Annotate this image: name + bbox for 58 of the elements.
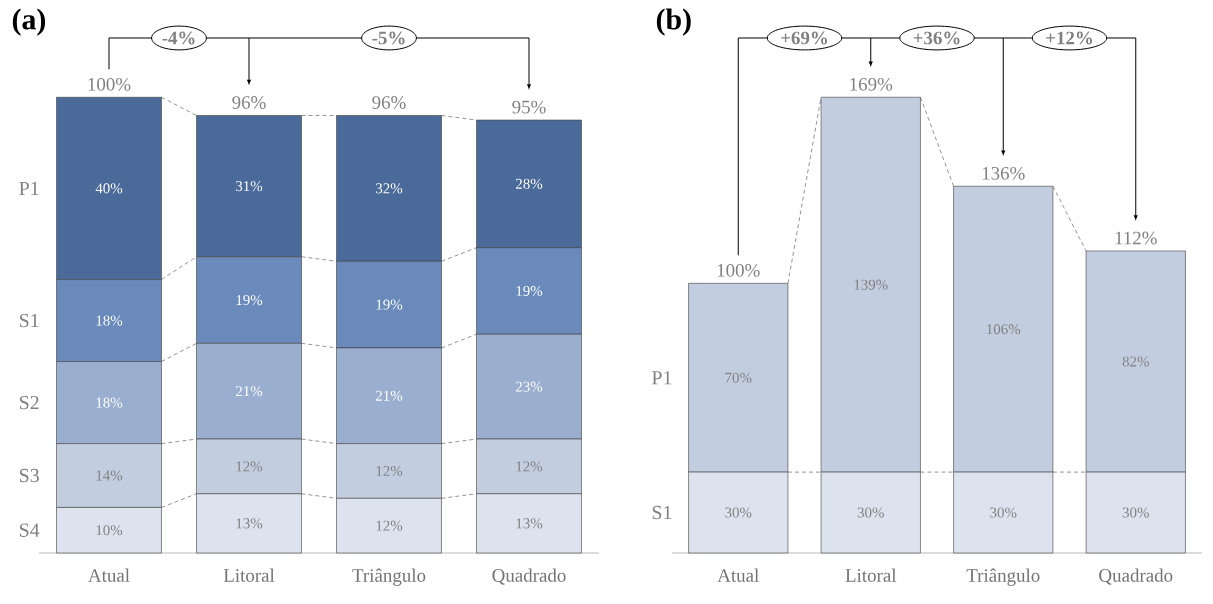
chart-title: (b) bbox=[656, 8, 691, 36]
chart-title: (a) bbox=[12, 8, 46, 36]
total-label: 95% bbox=[512, 100, 546, 114]
text: -5% bbox=[372, 31, 405, 45]
data-label: 82% bbox=[1122, 356, 1149, 367]
x-tick-label: Quadrado bbox=[492, 568, 566, 585]
data-label: 18% bbox=[96, 397, 123, 408]
data-label: 21% bbox=[235, 386, 263, 397]
x-tick-label: Quadrado bbox=[1099, 568, 1173, 585]
total-label: 96% bbox=[372, 96, 406, 109]
data-label: 40% bbox=[95, 183, 123, 194]
data-label: 12% bbox=[516, 461, 543, 472]
x-tick-label: Atual bbox=[717, 568, 759, 582]
series-label: S1 bbox=[19, 313, 39, 328]
data-label: 21% bbox=[375, 390, 403, 401]
total-label: 96% bbox=[232, 96, 266, 109]
data-label: 30% bbox=[1122, 507, 1149, 518]
x-tick-label: Atual bbox=[88, 568, 130, 582]
data-label: 12% bbox=[376, 465, 403, 477]
data-label: 19% bbox=[376, 299, 403, 310]
data-label: 106% bbox=[987, 324, 1021, 335]
data-label: 19% bbox=[236, 294, 263, 306]
data-label: 28% bbox=[515, 178, 543, 189]
x-tick-label: Triângulo bbox=[352, 568, 426, 586]
series-label: S2 bbox=[19, 395, 39, 410]
data-label: 31% bbox=[236, 181, 263, 192]
x-tick-label: Litoral bbox=[845, 568, 897, 582]
data-label: 139% bbox=[854, 279, 888, 290]
series-label: S1 bbox=[652, 505, 672, 520]
total-label: 100% bbox=[717, 263, 760, 277]
data-label: 32% bbox=[376, 183, 403, 194]
total-label: 136% bbox=[982, 166, 1025, 180]
data-label: 30% bbox=[990, 507, 1017, 518]
x-tick-label: Litoral bbox=[223, 568, 275, 582]
data-label: 14% bbox=[96, 470, 123, 481]
text: +36% bbox=[913, 31, 960, 45]
data-label: 23% bbox=[515, 381, 543, 392]
data-label: 10% bbox=[96, 525, 123, 536]
x-tick-label: Triângulo bbox=[966, 568, 1040, 586]
data-label: 30% bbox=[857, 507, 884, 518]
data-label: 13% bbox=[516, 518, 543, 529]
text: +69% bbox=[781, 31, 828, 45]
total-label: 100% bbox=[88, 77, 131, 91]
data-label: 18% bbox=[96, 315, 123, 326]
data-label: 19% bbox=[516, 285, 543, 297]
series-label: S3 bbox=[19, 468, 39, 483]
text: -4% bbox=[162, 31, 195, 45]
data-label: 13% bbox=[236, 518, 263, 529]
data-label: 12% bbox=[376, 520, 403, 531]
total-label: 112% bbox=[1115, 231, 1157, 245]
series-label: P1 bbox=[652, 371, 672, 385]
series-label: S4 bbox=[19, 523, 40, 537]
data-label: 70% bbox=[725, 372, 752, 383]
data-label: 12% bbox=[236, 461, 263, 472]
total-label: 169% bbox=[850, 77, 893, 91]
data-label: 30% bbox=[725, 507, 752, 518]
series-label: P1 bbox=[19, 181, 39, 195]
text: +12% bbox=[1046, 31, 1093, 45]
